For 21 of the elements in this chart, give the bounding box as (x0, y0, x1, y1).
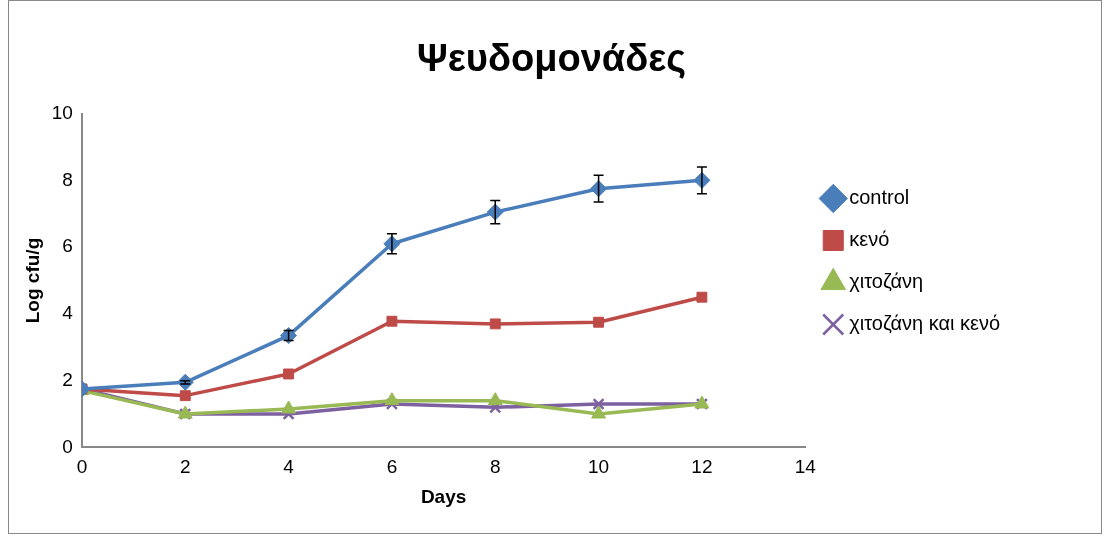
chart-title: Ψευδομονάδες (417, 37, 686, 80)
x-tick-label: 8 (489, 456, 501, 478)
x-axis-title: Days (420, 485, 467, 507)
x-tick-label: 6 (386, 456, 398, 478)
x-tick-label: 12 (691, 456, 713, 478)
legend-label: χιτοζάνη (849, 270, 924, 293)
y-tick-label: 10 (51, 101, 73, 123)
y-tick-label: 4 (62, 302, 74, 324)
x-tick-label: 0 (76, 456, 88, 478)
legend-label: control (849, 186, 910, 209)
x-tick-label: 14 (794, 456, 817, 478)
y-tick-label: 2 (62, 368, 73, 390)
y-tick-label: 0 (62, 435, 73, 457)
y-tick-label: 8 (62, 168, 73, 190)
legend-label: κενό (849, 228, 890, 251)
legend-label: χιτοζάνη και κενό (849, 312, 1000, 335)
y-tick-label: 6 (62, 235, 73, 257)
x-tick-label: 10 (588, 456, 610, 478)
y-axis-title: Log cfu/g (21, 237, 43, 324)
x-tick-label: 2 (179, 456, 191, 478)
x-tick-label: 4 (283, 456, 295, 478)
